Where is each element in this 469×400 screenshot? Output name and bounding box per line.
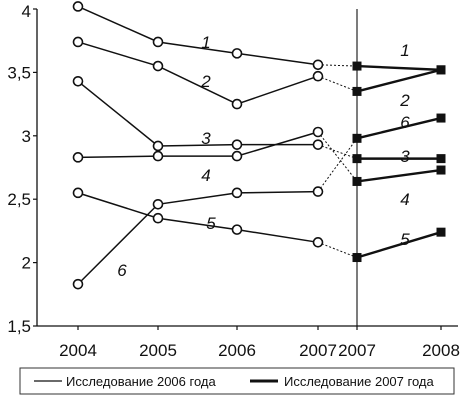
x-tick-label: 2007 xyxy=(338,341,376,360)
tick-labels: 1,5 2 2,5 3 3,5 4 2004 2005 2006 2007 2007 2008 xyxy=(7,2,460,360)
series-2006-point-6 xyxy=(72,278,84,290)
y-tick-label: 1,5 xyxy=(7,317,31,336)
series-2007-point-6 xyxy=(436,113,446,123)
series-labels: 1 2 3 4 5 6 1 2 3 4 5 6 xyxy=(117,33,410,280)
series-2007-point-2 xyxy=(436,65,446,75)
legend: Исследование 2006 года Исследование 2007… xyxy=(19,367,455,395)
series-2006-point-2 xyxy=(312,70,324,82)
legend-label-2007: Исследование 2007 года xyxy=(284,374,434,389)
series-2007-lines xyxy=(356,64,442,259)
series-2007-label-2: 2 xyxy=(399,91,410,110)
series-2006-line-3 xyxy=(77,80,318,147)
series-2007-point-5 xyxy=(436,227,446,237)
legend-box xyxy=(19,367,455,395)
series-2007-label-1: 1 xyxy=(400,41,409,60)
series-2006-point-2 xyxy=(231,98,243,110)
series-2007-point-4 xyxy=(436,165,446,175)
series-2006-point-4 xyxy=(231,150,243,162)
series-2006-point-2 xyxy=(152,60,164,72)
series-2007-line-4 xyxy=(356,168,442,183)
connector-4 xyxy=(317,131,358,182)
series-2006-line-4 xyxy=(77,131,319,159)
markers xyxy=(72,1,446,290)
series-2006-label-4: 4 xyxy=(201,166,210,185)
series-2007-point-2 xyxy=(352,86,362,96)
x-tick-label: 2004 xyxy=(59,341,97,360)
series-2006-line-5 xyxy=(77,192,319,244)
series-2006-point-5 xyxy=(231,224,243,235)
series-2007-label-4: 4 xyxy=(400,190,409,209)
series-2006-point-3 xyxy=(152,140,164,152)
series-2006-point-5 xyxy=(152,212,164,224)
x-tick-label: 2007 xyxy=(299,341,337,360)
connector-2 xyxy=(317,75,358,92)
series-2006-point-2 xyxy=(72,36,84,48)
connector-1 xyxy=(317,64,358,67)
x-tick-label: 2005 xyxy=(139,341,177,360)
series-2006-line-6 xyxy=(77,190,319,285)
series-2007-point-1 xyxy=(352,61,362,71)
series-2006-label-2: 2 xyxy=(200,72,211,91)
series-2007-label-3: 3 xyxy=(400,147,410,166)
dashed-connectors xyxy=(317,64,358,258)
y-tick-label: 3 xyxy=(22,127,31,146)
series-2007-point-6 xyxy=(352,133,362,143)
series-2007-line-5 xyxy=(356,231,442,259)
y-tick-label: 3,5 xyxy=(7,63,31,82)
axes xyxy=(33,8,458,330)
connector-5 xyxy=(317,241,358,258)
series-2006-point-6 xyxy=(231,187,243,199)
connector-6 xyxy=(317,138,358,192)
series-2007-line-1 xyxy=(356,64,442,72)
x-tick-label: 2008 xyxy=(422,341,460,360)
series-2006-point-5 xyxy=(312,237,324,248)
series-2006-point-3 xyxy=(231,139,243,150)
series-2006-point-4 xyxy=(312,126,324,138)
series-2006-point-4 xyxy=(152,150,164,162)
series-2006-lines xyxy=(77,5,319,285)
series-2006-label-6: 6 xyxy=(117,261,127,280)
series-2006-point-3 xyxy=(312,139,324,150)
series-2007-line-2 xyxy=(356,68,442,93)
series-2006-point-5 xyxy=(72,187,84,199)
series-2006-line-1 xyxy=(77,5,319,66)
series-2006-label-5: 5 xyxy=(206,214,216,233)
series-2006-point-6 xyxy=(312,186,324,197)
y-tick-label: 4 xyxy=(22,2,31,21)
series-2007-point-3 xyxy=(352,154,362,164)
series-2007-line-6 xyxy=(356,116,442,140)
series-2006-label-3: 3 xyxy=(201,129,211,148)
y-tick-label: 2,5 xyxy=(7,190,31,209)
series-2006-line-2 xyxy=(77,41,319,105)
series-2006-point-1 xyxy=(72,1,84,12)
series-2007-point-4 xyxy=(352,176,362,186)
y-tick-label: 2 xyxy=(22,254,31,273)
series-2007-point-5 xyxy=(352,253,362,263)
series-2007-label-6: 6 xyxy=(400,113,410,132)
series-2006-point-6 xyxy=(152,198,164,210)
series-2006-point-1 xyxy=(312,59,324,71)
series-2007-point-3 xyxy=(436,154,446,164)
connector-3 xyxy=(317,144,358,160)
series-2006-label-1: 1 xyxy=(201,33,210,52)
series-2006-point-4 xyxy=(72,152,84,163)
legend-label-2006: Исследование 2006 года xyxy=(66,374,216,389)
x-tick-label: 2006 xyxy=(218,341,256,360)
series-2006-point-1 xyxy=(152,36,164,48)
series-2006-point-1 xyxy=(231,48,243,59)
series-2006-point-3 xyxy=(72,75,84,87)
series-2007-label-5: 5 xyxy=(400,230,410,249)
